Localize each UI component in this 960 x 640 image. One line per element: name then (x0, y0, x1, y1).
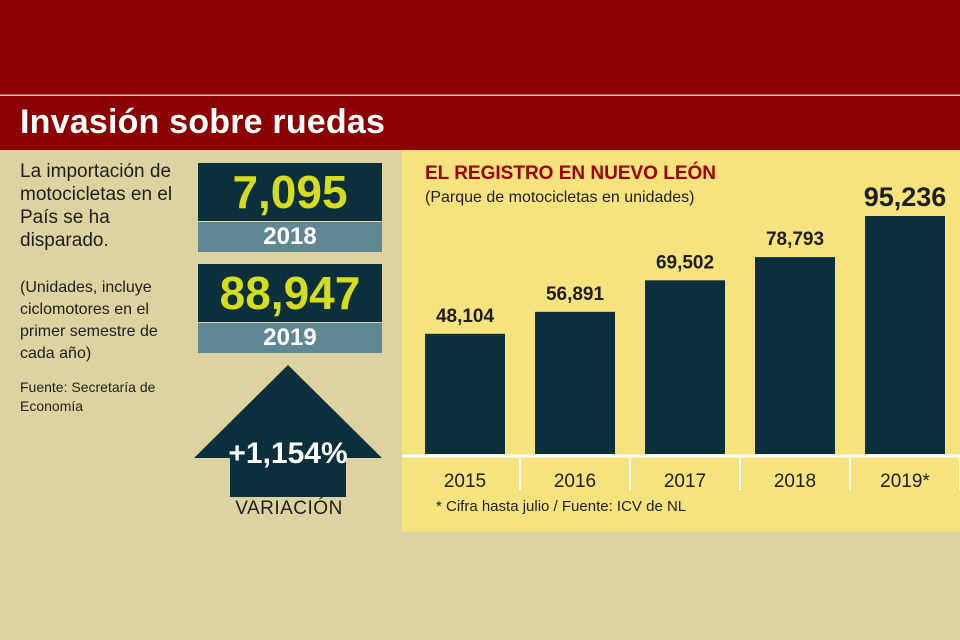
intro-text: La importación de motocicletas en el Paí… (20, 161, 173, 251)
chart-subtitle: (Parque de motocicletas en unidades) (425, 189, 695, 206)
x-tick-label: 2016 (554, 471, 596, 492)
bar-2018 (755, 257, 835, 454)
import-value-2018: 7,095 (198, 163, 382, 221)
page-title: Invasión sobre ruedas (20, 103, 386, 141)
import-value-2019: 88,947 (198, 264, 382, 322)
variation-label: VARIACIÓN (235, 498, 343, 519)
source-text: Fuente: Secretaría de Economía (20, 379, 156, 414)
chart-footnote: * Cifra hasta julio / Fuente: ICV de NL (436, 498, 687, 515)
bar-2019 (865, 216, 945, 454)
value-label: 78,793 (766, 229, 824, 250)
chart-title: EL REGISTRO EN NUEVO LEÓN (425, 163, 717, 184)
up-arrow-icon (194, 365, 382, 497)
x-tick-label: 2015 (444, 471, 486, 492)
intro-note: (Unidades, incluye ciclomotores en el pr… (20, 279, 158, 362)
value-label: 48,104 (436, 306, 495, 327)
value-label: 69,502 (656, 252, 714, 273)
bottom-area (0, 532, 960, 640)
bar-chart: 48,104 2015 56,891 2016 69,502 2017 78,793 2018… (402, 182, 960, 492)
variation-value: +1,154% (228, 437, 348, 470)
value-label: 95,236 (864, 182, 947, 212)
bar-2017 (645, 280, 725, 454)
x-tick-label: 2017 (664, 471, 706, 492)
bar-2016 (535, 311, 615, 454)
title-bar (0, 96, 960, 150)
x-tick-label: 2018 (774, 471, 816, 492)
value-label: 56,891 (546, 284, 605, 305)
x-tick-label: 2019* (880, 471, 930, 492)
import-year-2018: 2018 (198, 222, 382, 252)
import-year-2019: 2019 (198, 323, 382, 353)
divider (0, 94, 960, 95)
bar-2015 (425, 333, 505, 454)
top-banner (0, 0, 960, 94)
